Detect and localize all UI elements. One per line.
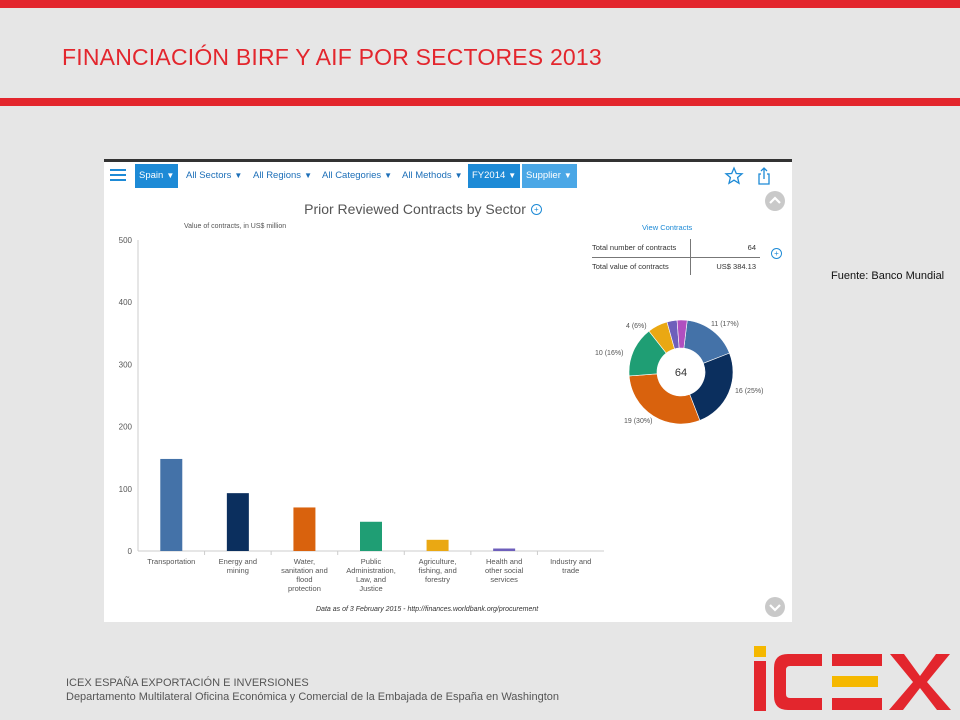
chevron-up-icon [769,196,781,204]
x-tick-label: Health and other social services [484,557,524,584]
filter-methods[interactable]: All Methods ▼ [402,170,463,181]
y-tick-label: 0 [128,547,133,556]
pie-slice-label: 11 (17%) [711,321,739,328]
pie-center-label: 64 [675,367,687,379]
view-contracts-link[interactable]: View Contracts [642,223,693,232]
pie-slice [628,373,701,425]
icex-logo [754,646,951,711]
pie-slice-label: 10 (16%) [595,350,623,357]
bar [360,521,382,551]
footer-org: ICEX ESPAÑA EXPORTACIÓN E INVERSIONES [66,677,309,689]
filter-regions[interactable]: All Regions ▼ [253,170,312,181]
toolbar-top-border [104,159,792,162]
bar [426,539,449,551]
source-note: Fuente: Banco Mundial [831,270,945,282]
chart-canvas: 0 100 200 300 400 500 11 (17%) 16 (25%) 19 (30%)… [119,236,764,556]
pie-slice-label: 4 (6%) [626,323,647,330]
x-tick-label: Agriculture, fishing, and forestry [418,557,457,584]
scroll-down-button[interactable] [765,597,785,617]
filter-toolbar: Spain ▼ All Sectors ▼ All Regions ▼ All Cat… [104,159,792,191]
title-divider [0,98,960,106]
footer-department: Departamento Multilateral Oficina Económ… [66,691,560,703]
star-icon[interactable] [724,166,744,186]
y-tick-label: 500 [119,236,133,245]
menu-icon[interactable] [110,169,126,181]
top-accent-bar [0,0,960,8]
slide-title: FINANCIACIÓN BIRF Y AIF POR SECTORES 201… [62,44,602,70]
y-tick-label: 100 [119,485,133,494]
stats-row: Total value of contracts US$ 384.13 [592,262,756,271]
chart-title-row: Prior Reviewed Contracts by Sector + [104,201,792,217]
stats-add-circle-icon[interactable]: + [771,248,782,259]
filter-sectors[interactable]: All Sectors ▼ [186,170,243,181]
filter-categories[interactable]: All Categories ▼ [322,170,393,181]
y-tick-label: 400 [119,298,133,307]
footer: ICEX ESPAÑA EXPORTACIÓN E INVERSIONES De… [66,676,559,704]
bar [226,493,249,551]
chevron-down-icon [769,604,781,612]
y-axis-label: Value of contracts, in US$ million [184,223,287,230]
x-tick-label: Transportation [147,557,196,566]
bar [160,458,183,551]
screenshot-panel: Spain ▼ All Sectors ▼ All Regions ▼ All Cat… [104,159,792,622]
x-tick-label: Industry and trade [550,557,592,575]
filter-fiscal-year[interactable]: FY2014 ▼ [468,164,520,188]
x-tick-label: Energy and mining [218,557,258,575]
stats-row: Total number of contracts 64 [592,239,760,258]
x-tick-label: Public Administration, Law, and Justice [346,557,396,593]
pie-slice-label: 16 (25%) [735,388,763,395]
data-note: Data as of 3 February 2015 - http://fina… [316,606,539,613]
bar [293,507,316,551]
chart-title: Prior Reviewed Contracts by Sector [304,201,526,217]
x-tick-label: Water, sanitation and flood protection [281,557,328,593]
pie-slice [676,319,688,349]
filter-supplier[interactable]: Supplier ▼ [522,164,577,188]
filter-country[interactable]: Spain ▼ [135,164,178,188]
share-icon[interactable] [754,166,774,186]
scroll-up-button[interactable] [765,191,785,211]
y-tick-label: 300 [119,360,133,369]
add-circle-icon[interactable]: + [530,204,542,215]
y-tick-label: 200 [119,423,133,432]
bar [493,548,516,551]
pie-slice-label: 19 (30%) [624,418,652,425]
contract-stats: Total number of contracts 64 Total value … [592,239,760,276]
